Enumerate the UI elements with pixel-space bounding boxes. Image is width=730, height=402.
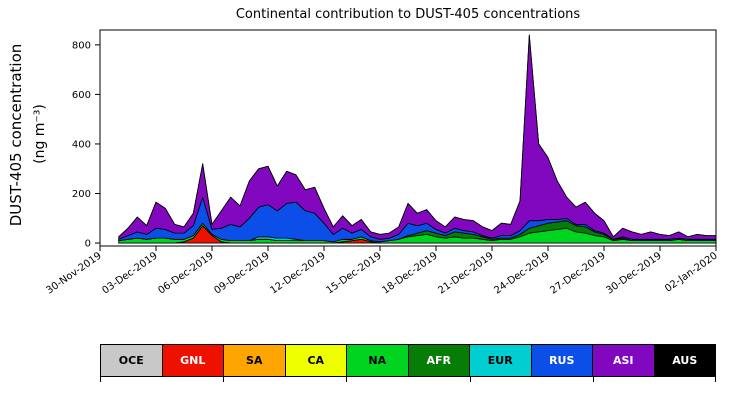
area-ASI (118, 34, 717, 240)
legend-item-GNL: GNL (161, 344, 224, 377)
x-tick-label: 30-Nov-2019 (44, 250, 103, 296)
legend-item-SA: SA (223, 344, 286, 377)
x-tick-label: 21-Dec-2019 (436, 250, 495, 296)
y-tick-label: 0 (85, 239, 91, 250)
x-tick-label: 02-Jan-2020 (663, 250, 720, 294)
x-tick-label: 18-Dec-2019 (380, 250, 439, 296)
legend-axis-tick (100, 377, 101, 382)
legend-item-RUS: RUS (530, 344, 593, 377)
legend-axis-tick (223, 377, 225, 382)
legend-item-NA: NA (346, 344, 409, 377)
legend-axis-tick (346, 377, 348, 382)
legend-axis-tick (715, 377, 716, 382)
x-tick-label: 27-Dec-2019 (548, 250, 607, 296)
x-tick-label: 30-Dec-2019 (604, 250, 663, 296)
legend-item-OCE: OCE (100, 344, 163, 377)
chart-title: Continental contribution to DUST-405 con… (235, 7, 581, 22)
x-tick-label: 03-Dec-2019 (100, 250, 159, 296)
legend-item-CA: CA (284, 344, 347, 377)
legend-axis-tick (469, 377, 471, 382)
x-tick-label: 24-Dec-2019 (492, 250, 551, 296)
y-tick-label: 200 (72, 189, 91, 200)
legend-axis-tick (592, 377, 594, 382)
x-tick-label: 06-Dec-2019 (156, 250, 215, 296)
y-tick-label: 800 (72, 40, 91, 51)
legend: OCE GNL SA CA NA AFR EUR RUS ASI AUS (100, 344, 716, 382)
y-tick-label: 400 (72, 139, 91, 150)
legend-item-AUS: AUS (653, 344, 716, 377)
x-tick-label: 09-Dec-2019 (212, 250, 271, 296)
legend-item-ASI: ASI (592, 344, 655, 377)
x-tick-label: 12-Dec-2019 (268, 250, 327, 296)
x-tick-label: 15-Dec-2019 (324, 250, 383, 296)
legend-item-AFR: AFR (407, 344, 470, 377)
y-tick-label: 600 (72, 90, 91, 101)
legend-item-EUR: EUR (469, 344, 532, 377)
plot-frame (99, 29, 717, 247)
